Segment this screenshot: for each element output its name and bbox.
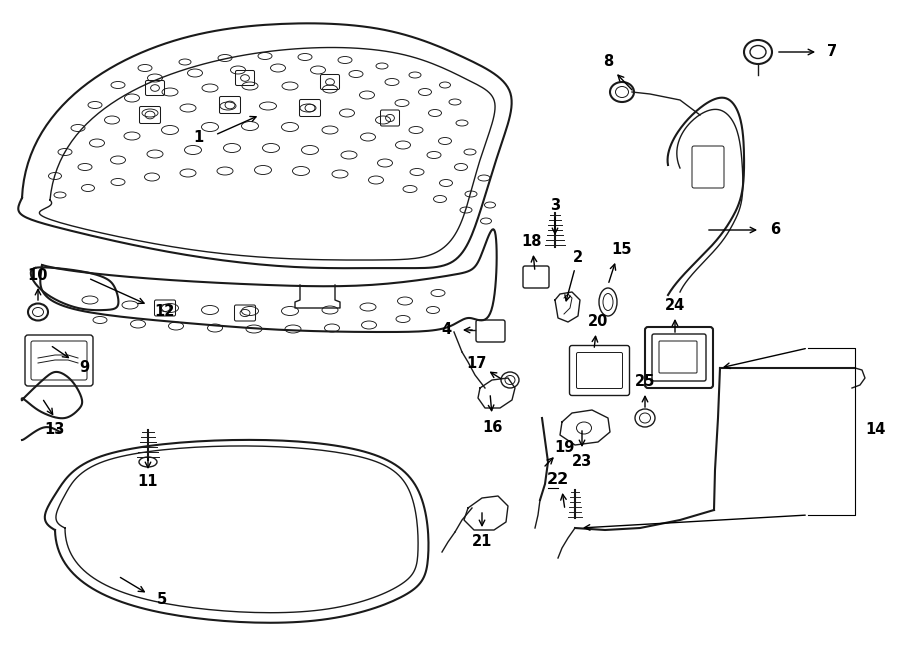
Text: 5: 5 (157, 592, 167, 607)
Text: 12: 12 (155, 305, 176, 319)
Text: 2: 2 (573, 251, 583, 266)
Text: 15: 15 (612, 243, 632, 258)
Text: 24: 24 (665, 299, 685, 313)
Text: 3: 3 (550, 198, 560, 212)
Text: 14: 14 (865, 422, 886, 438)
Text: 8: 8 (603, 54, 613, 69)
Text: 6: 6 (770, 223, 780, 237)
Text: 4: 4 (441, 323, 451, 338)
Text: 22: 22 (547, 473, 569, 488)
Text: 21: 21 (472, 535, 492, 549)
Text: 25: 25 (634, 375, 655, 389)
Text: 23: 23 (572, 455, 592, 469)
Text: 10: 10 (28, 268, 49, 282)
Text: 13: 13 (45, 422, 65, 438)
Text: 11: 11 (138, 475, 158, 490)
Text: 19: 19 (554, 440, 574, 455)
Text: 16: 16 (482, 420, 502, 434)
Text: 17: 17 (466, 356, 486, 371)
Text: 20: 20 (588, 315, 608, 329)
Text: 18: 18 (522, 235, 542, 249)
Text: 7: 7 (827, 44, 837, 59)
Text: 9: 9 (79, 360, 89, 375)
Text: 1: 1 (193, 130, 203, 145)
